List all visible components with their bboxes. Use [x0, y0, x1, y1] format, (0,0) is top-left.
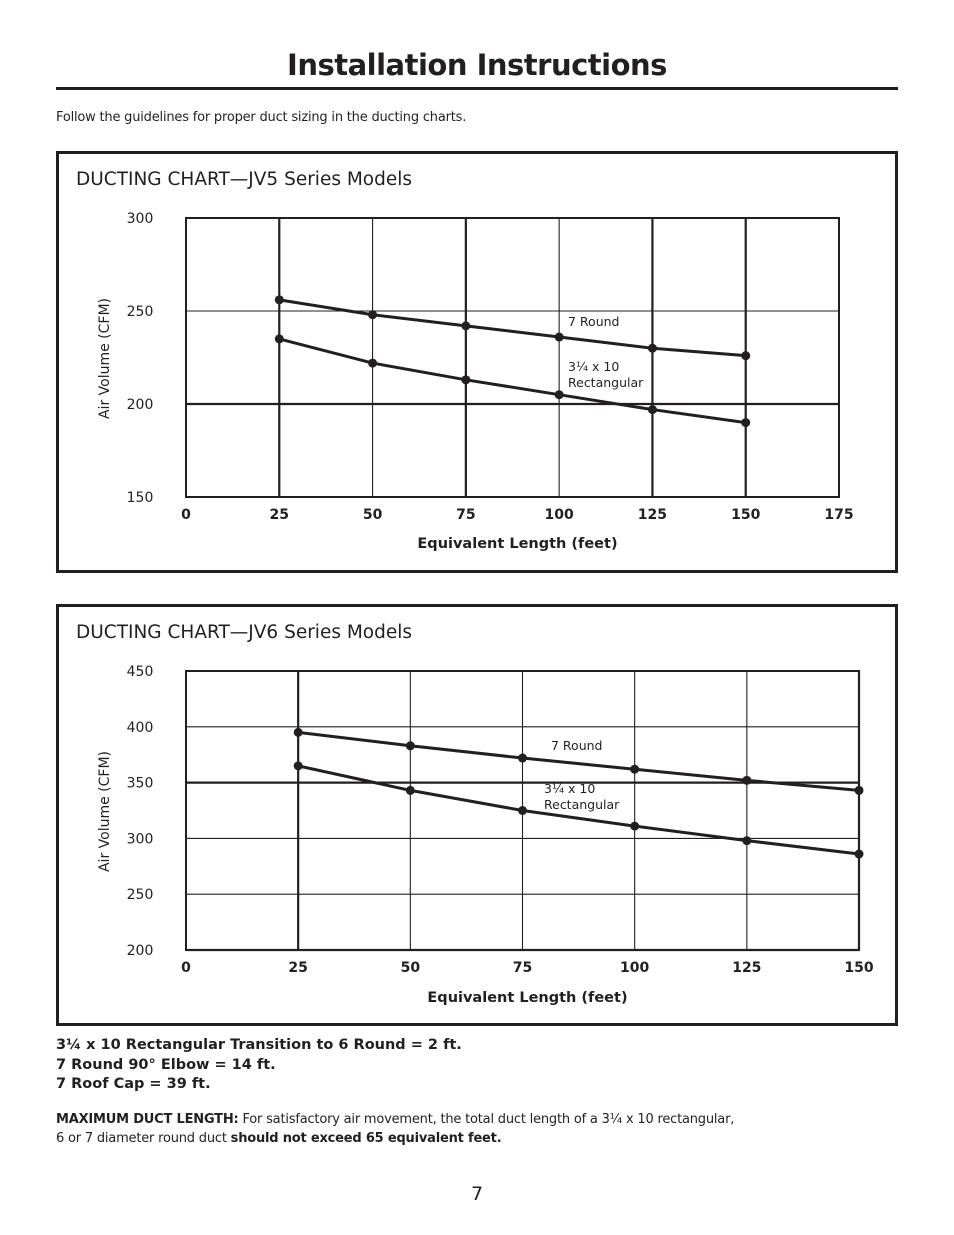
- ducting-chart-jv5-plot: DUCTING CHART—JV5 Series Models 0 25 50 75 10…: [76, 169, 854, 552]
- data-point-round: [368, 310, 378, 320]
- y-tick-label: 150: [127, 490, 154, 506]
- series-line-round: [297, 730, 860, 792]
- y-tick-label: 250: [127, 304, 154, 320]
- x-tick-label: 150: [731, 507, 760, 523]
- plot-frame: [185, 217, 840, 498]
- x-tick-label: 0: [181, 960, 191, 976]
- x-tick-label: 50: [363, 507, 383, 523]
- duct-equivalents-notes: 3¼ x 10 Rectangular Transition to 6 Roun…: [56, 1036, 462, 1095]
- data-point-rectangular: [405, 785, 415, 795]
- y-tick-label: 450: [127, 664, 154, 680]
- y-axis-label: Air Volume (CFM): [97, 751, 113, 872]
- ducting-chart-jv5: DUCTING CHART—JV5 Series Models 0 25 50 75 10…: [56, 151, 898, 573]
- y-tick-label: 350: [127, 776, 154, 792]
- intro-text: Follow the guidelines for proper duct si…: [56, 110, 467, 125]
- data-point-round: [647, 343, 657, 353]
- y-tick-label: 300: [127, 211, 154, 227]
- series-label-round: 7 Round: [568, 314, 619, 329]
- x-tick-label: 25: [288, 960, 307, 976]
- x-tick-label: 75: [513, 960, 532, 976]
- x-tick-label: 125: [732, 960, 761, 976]
- y-tick-label: 250: [127, 887, 154, 903]
- note-elbow: 7 Round 90° Elbow = 14 ft.: [56, 1056, 276, 1073]
- y-tick-label: 200: [127, 943, 154, 959]
- chart-title: DUCTING CHART—JV5 Series Models: [76, 169, 412, 190]
- data-point-rectangular: [518, 806, 527, 815]
- x-axis-label: Equivalent Length (feet): [417, 536, 617, 552]
- data-point-rectangular: [647, 405, 657, 415]
- data-point-rectangular: [293, 761, 303, 771]
- page-title: Installation Instructions: [287, 48, 667, 82]
- y-axis-label: Air Volume (CFM): [97, 298, 113, 419]
- data-point-round: [293, 727, 303, 737]
- note-transition: 3¼ x 10 Rectangular Transition to 6 Roun…: [56, 1037, 462, 1053]
- title-rule: [56, 87, 898, 90]
- x-tick-label: 25: [270, 507, 289, 523]
- data-point-round: [554, 332, 564, 342]
- x-tick-label: 150: [844, 960, 873, 976]
- ducting-chart-jv6: DUCTING CHART—JV6 Series Models 0 25 50 75 10…: [56, 604, 898, 1026]
- plot-frame: [185, 670, 860, 951]
- series-label-round: 7 Round: [551, 738, 602, 753]
- series-label-rectangular: Rectangular: [544, 797, 620, 812]
- max-duct-text-2-bold: should not exceed 65 equivalent feet.: [230, 1131, 502, 1146]
- maximum-duct-length-note: MAXIMUM DUCT LENGTH: For satisfactory ai…: [56, 1110, 816, 1148]
- data-point-rectangular: [741, 418, 751, 428]
- x-tick-label: 175: [824, 507, 853, 523]
- data-point-round: [461, 321, 471, 331]
- x-tick-label: 75: [456, 507, 475, 523]
- x-tick-label: 100: [620, 960, 649, 976]
- max-duct-text-1: For satisfactory air movement, the total…: [238, 1112, 735, 1127]
- y-tick-label: 400: [127, 720, 154, 736]
- x-tick-label: 0: [181, 507, 191, 523]
- max-duct-text-2: 6 or 7 diameter round duct: [56, 1131, 231, 1146]
- chart-title: DUCTING CHART—JV6 Series Models: [76, 622, 412, 643]
- y-tick-label: 200: [127, 397, 154, 413]
- note-roof-cap: 7 Roof Cap = 39 ft.: [56, 1076, 211, 1092]
- series-line-rectangular: [297, 764, 860, 856]
- x-tick-label: 100: [545, 507, 574, 523]
- data-point-round: [274, 295, 284, 305]
- data-point-rectangular: [630, 821, 640, 831]
- data-point-round: [405, 741, 415, 751]
- data-point-round: [518, 753, 527, 763]
- data-point-rectangular: [742, 836, 752, 846]
- series-line-rectangular: [278, 337, 746, 425]
- data-point-rectangular: [368, 358, 378, 368]
- data-point-round: [854, 785, 864, 795]
- x-tick-label: 50: [401, 960, 421, 976]
- series-label-rectangular: Rectangular: [568, 375, 644, 390]
- y-tick-label: 300: [127, 831, 154, 847]
- series-label-rectangular: 3¼ x 10: [544, 781, 595, 796]
- data-point-rectangular: [554, 390, 564, 400]
- series-line-round: [279, 298, 746, 358]
- data-point-round: [741, 351, 751, 361]
- ducting-chart-jv6-plot: DUCTING CHART—JV6 Series Models 0 25 50 75 10…: [76, 622, 874, 1006]
- max-duct-label: MAXIMUM DUCT LENGTH:: [56, 1112, 239, 1127]
- data-point-rectangular: [854, 849, 864, 859]
- x-axis-label: Equivalent Length (feet): [427, 990, 627, 1006]
- data-point-rectangular: [461, 375, 471, 385]
- series-label-rectangular: 3¼ x 10: [568, 359, 619, 374]
- data-point-rectangular: [274, 334, 284, 344]
- data-point-round: [742, 775, 752, 785]
- page-number: 7: [470, 1183, 484, 1205]
- data-point-round: [630, 764, 640, 774]
- x-tick-label: 125: [638, 507, 667, 523]
